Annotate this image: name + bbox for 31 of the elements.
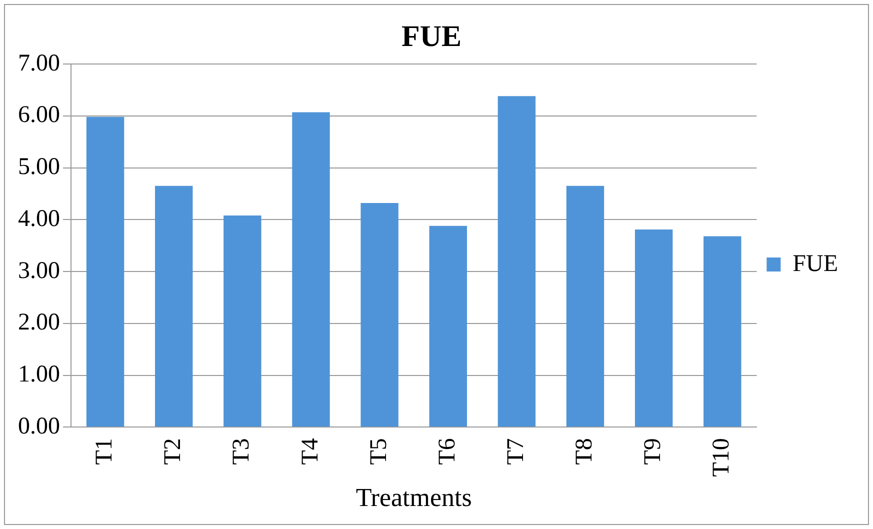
bar [86,116,124,427]
y-tick-label: 0.00 [18,413,60,440]
x-tick-label: T3 [228,438,255,465]
x-tick-label: T5 [366,438,392,465]
y-tick-label: 4.00 [18,206,60,232]
bar [498,96,536,427]
y-tick-label: 7.00 [18,50,60,76]
bar [224,215,262,427]
bar [154,186,193,427]
x-tick-label: T2 [160,438,186,465]
bar [360,203,398,427]
y-tick-label: 6.00 [18,102,60,128]
x-tick-label: T6 [434,438,460,465]
y-tick-label: 3.00 [18,258,60,284]
bar [292,112,330,427]
x-tick-label: T10 [708,438,735,477]
bar [704,236,742,427]
x-tick-label: T7 [502,438,529,465]
x-tick-label: T8 [572,438,598,465]
legend-label: FUE [792,250,838,277]
y-tick-label: 5.00 [18,154,60,180]
bar [634,229,673,427]
x-tick-label: T9 [640,438,666,465]
x-tick-label: T4 [297,438,324,465]
x-axis-title: Treatments [356,483,472,512]
y-tick-label: 2.00 [18,310,60,336]
x-tick-label: T1 [92,438,118,465]
bar [429,226,467,427]
y-tick-label: 1.00 [18,362,60,388]
chart-title: FUE [402,20,462,53]
bar [566,186,604,427]
